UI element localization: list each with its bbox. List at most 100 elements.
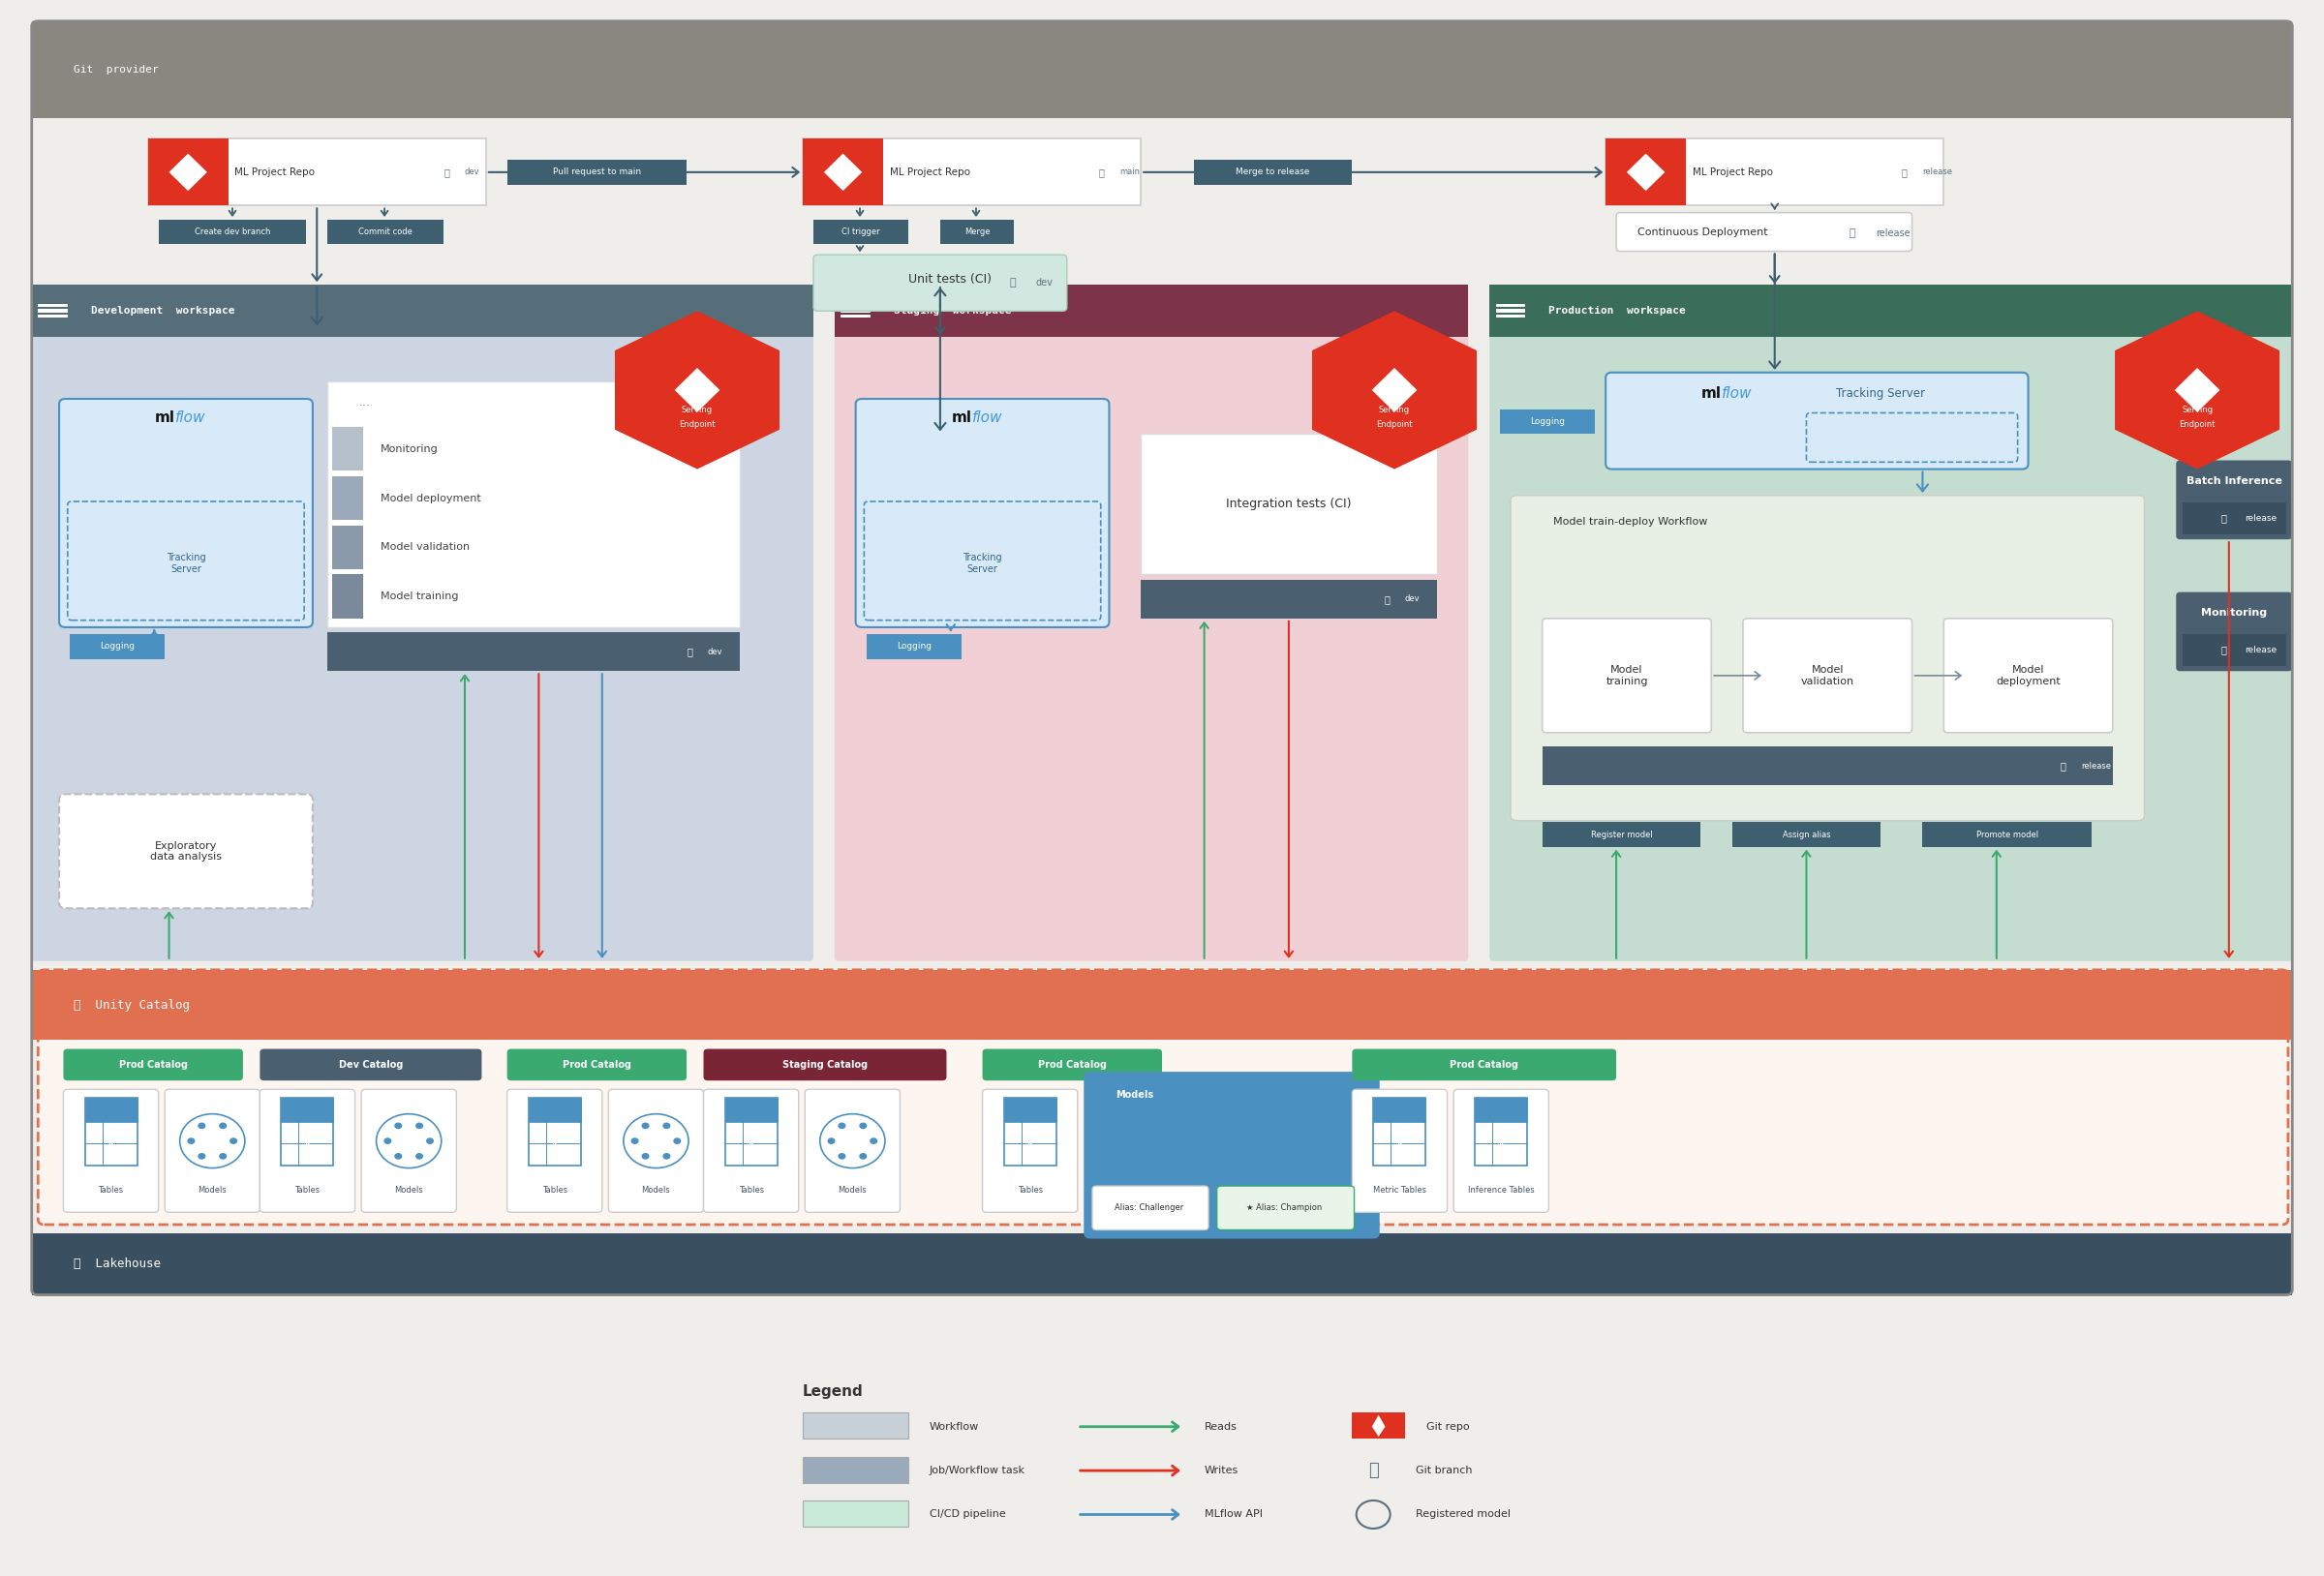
Circle shape (869, 1138, 878, 1144)
Text: Continuous Deployment: Continuous Deployment (1638, 227, 1769, 236)
Text: Pull request to main: Pull request to main (553, 167, 641, 177)
Text: Dev Catalog: Dev Catalog (339, 1061, 402, 1070)
Text: Endpoint: Endpoint (1376, 421, 1413, 429)
FancyBboxPatch shape (834, 285, 1469, 337)
Text: ⧉  Lakehouse: ⧉ Lakehouse (74, 1258, 160, 1270)
Text: Alias: Challenger: Alias: Challenger (1116, 1204, 1183, 1212)
FancyBboxPatch shape (1353, 1050, 1615, 1081)
Text: A: A (109, 1141, 114, 1147)
FancyBboxPatch shape (813, 219, 909, 244)
FancyBboxPatch shape (37, 304, 67, 307)
Circle shape (641, 1154, 648, 1160)
Text: CI/CD pipeline: CI/CD pipeline (930, 1510, 1006, 1519)
FancyBboxPatch shape (1543, 747, 2113, 785)
Text: Batch Inference: Batch Inference (2187, 476, 2282, 487)
Polygon shape (1313, 310, 1476, 470)
Text: Models: Models (395, 1185, 423, 1195)
Text: ⧉  Unity Catalog: ⧉ Unity Catalog (74, 999, 191, 1012)
Text: Serving: Serving (2182, 405, 2212, 414)
Text: A: A (748, 1141, 753, 1147)
Text: Models: Models (198, 1185, 228, 1195)
Circle shape (416, 1154, 423, 1160)
FancyBboxPatch shape (1606, 372, 2029, 470)
FancyBboxPatch shape (802, 139, 883, 205)
Text: Unit tests (CI): Unit tests (CI) (909, 273, 992, 285)
FancyBboxPatch shape (332, 575, 363, 618)
FancyBboxPatch shape (841, 309, 872, 312)
Text: Promote model: Promote model (1975, 831, 2038, 838)
FancyBboxPatch shape (1497, 304, 1525, 307)
Circle shape (662, 1154, 672, 1160)
Circle shape (860, 1122, 867, 1128)
Circle shape (416, 1122, 423, 1128)
FancyBboxPatch shape (328, 381, 739, 627)
Text: Register model: Register model (1590, 831, 1652, 838)
Text: Reads: Reads (1204, 1422, 1236, 1431)
FancyBboxPatch shape (1943, 618, 2113, 733)
FancyBboxPatch shape (281, 1098, 335, 1122)
FancyBboxPatch shape (528, 1098, 581, 1122)
Text: Model validation: Model validation (381, 542, 469, 552)
FancyBboxPatch shape (63, 1050, 244, 1081)
Text: ML Project Repo: ML Project Repo (235, 167, 314, 177)
Polygon shape (1371, 1415, 1385, 1437)
FancyBboxPatch shape (1615, 213, 1913, 251)
FancyBboxPatch shape (841, 304, 872, 307)
FancyBboxPatch shape (328, 219, 444, 244)
Text: dev: dev (709, 648, 723, 656)
Circle shape (230, 1138, 237, 1144)
FancyBboxPatch shape (332, 427, 734, 471)
FancyBboxPatch shape (855, 399, 1109, 627)
Text: Staging  workspace: Staging workspace (895, 306, 1011, 315)
Text: A: A (1397, 1141, 1401, 1147)
FancyBboxPatch shape (1218, 1187, 1355, 1229)
Text: ml: ml (156, 411, 174, 426)
FancyBboxPatch shape (1922, 823, 2092, 846)
FancyBboxPatch shape (1452, 1089, 1548, 1212)
Text: ML Project Repo: ML Project Repo (890, 167, 969, 177)
Text: Model deployment: Model deployment (381, 493, 481, 503)
Circle shape (839, 1154, 846, 1160)
Circle shape (188, 1138, 195, 1144)
FancyBboxPatch shape (1497, 315, 1525, 318)
Text: A: A (1027, 1141, 1032, 1147)
Text: Tracking Server: Tracking Server (1836, 388, 1924, 400)
Text: Writes: Writes (1204, 1466, 1239, 1475)
Text: ⺷: ⺷ (1011, 277, 1016, 288)
FancyBboxPatch shape (33, 20, 2291, 118)
Polygon shape (2115, 310, 2280, 470)
Text: Model: Model (1383, 391, 1406, 399)
Text: Models: Models (641, 1185, 669, 1195)
FancyBboxPatch shape (332, 476, 363, 520)
Text: Model training: Model training (381, 591, 458, 602)
FancyBboxPatch shape (1195, 159, 1353, 184)
Circle shape (383, 1138, 390, 1144)
FancyBboxPatch shape (1004, 1098, 1055, 1122)
FancyBboxPatch shape (507, 1089, 602, 1212)
FancyBboxPatch shape (813, 255, 1067, 310)
Text: Commit code: Commit code (358, 227, 414, 236)
FancyBboxPatch shape (2182, 634, 2287, 667)
Text: Merge: Merge (964, 227, 990, 236)
Circle shape (630, 1138, 639, 1144)
FancyBboxPatch shape (332, 525, 734, 569)
FancyBboxPatch shape (1606, 139, 1685, 205)
Text: A: A (1499, 1141, 1504, 1147)
Text: dev: dev (465, 167, 481, 177)
FancyBboxPatch shape (1543, 823, 1701, 846)
Text: Tracking
Server: Tracking Server (962, 553, 1002, 574)
Text: ml: ml (1701, 386, 1722, 400)
FancyBboxPatch shape (1092, 1187, 1208, 1229)
Circle shape (674, 1138, 681, 1144)
FancyBboxPatch shape (84, 1098, 137, 1122)
Text: Model: Model (686, 391, 709, 399)
Text: ⺷: ⺷ (1848, 229, 1855, 238)
Text: Endpoint: Endpoint (2180, 421, 2215, 429)
FancyBboxPatch shape (33, 1234, 2291, 1295)
FancyBboxPatch shape (1543, 618, 1710, 733)
Text: Endpoint: Endpoint (679, 421, 716, 429)
Circle shape (839, 1122, 846, 1128)
FancyBboxPatch shape (1806, 413, 2017, 462)
FancyBboxPatch shape (804, 1089, 899, 1212)
Text: Job/Workflow task: Job/Workflow task (930, 1466, 1025, 1475)
